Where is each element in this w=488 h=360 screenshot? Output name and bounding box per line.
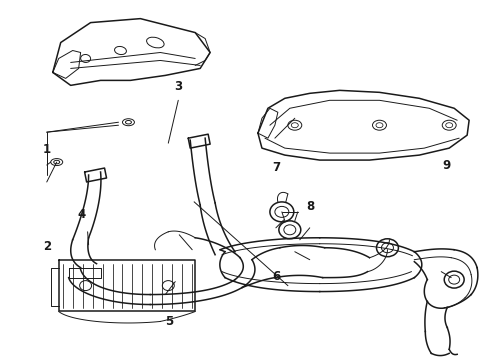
Text: 5: 5 [164,315,173,328]
Text: 9: 9 [442,159,450,172]
Text: 7: 7 [271,161,280,174]
Text: 3: 3 [174,80,183,93]
Text: 8: 8 [305,201,314,213]
Text: 6: 6 [271,270,280,283]
Text: 2: 2 [43,240,51,253]
Text: 1: 1 [43,143,51,156]
Text: 4: 4 [77,208,85,221]
